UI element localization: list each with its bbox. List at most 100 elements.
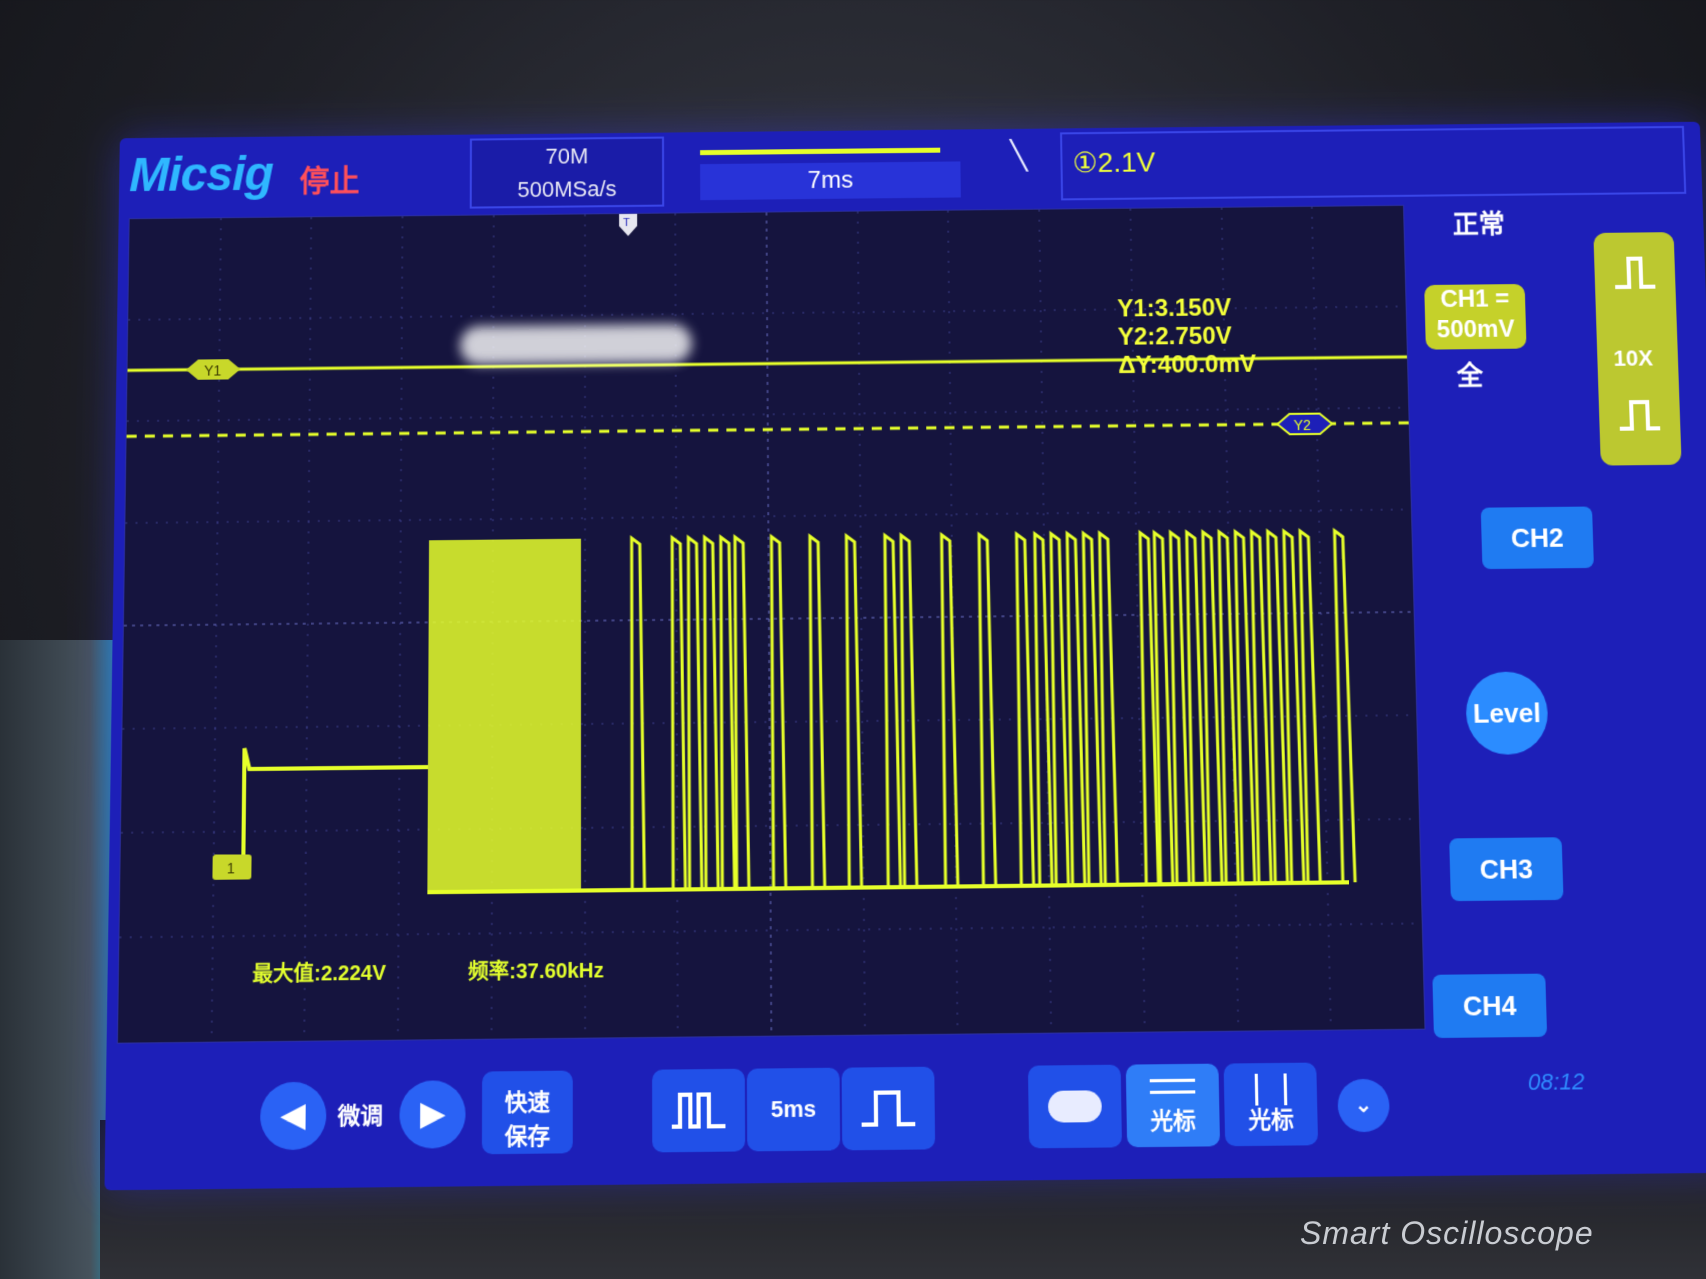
trace-segment xyxy=(901,535,917,887)
oscilloscope-screen: Micsig 停止 70M 500MSa/s 7ms ╲ ①2.1V Y1 Y2 xyxy=(104,121,1706,1191)
screenshot-button[interactable] xyxy=(1027,1064,1122,1149)
zoom-in-time-button[interactable] xyxy=(652,1068,746,1153)
sample-rate-label: 500MSa/s xyxy=(517,176,617,203)
trace-segment xyxy=(885,535,901,887)
trace-segment xyxy=(721,537,735,889)
time-scale-value: 5ms xyxy=(770,1095,817,1123)
hcursor-label: 光标 xyxy=(1150,1107,1197,1135)
trace-segment xyxy=(1051,534,1068,886)
trigger-level-button[interactable]: Level xyxy=(1465,671,1549,755)
cursor-readout: Y1:3.150V Y2:2.750V ΔY:400.0mV xyxy=(1117,294,1256,380)
trace-segment xyxy=(243,746,428,867)
timebase-value: 7ms xyxy=(700,161,961,201)
trigger-level: ①2.1V xyxy=(1072,146,1156,179)
pulse-icon xyxy=(1615,394,1665,435)
vcursor-label: 光标 xyxy=(1248,1106,1295,1134)
ch1-scale: 500mV xyxy=(1436,315,1515,344)
quick-save-label-1: 快速 xyxy=(504,1088,551,1116)
measurement-max[interactable]: 最大值:2.224V xyxy=(252,961,387,987)
trace-segment xyxy=(810,536,825,888)
ch1-name: CH1 xyxy=(1439,285,1489,314)
wide-pulse-icon xyxy=(857,1084,919,1133)
hcursor-icon xyxy=(1149,1078,1196,1083)
grid-vline xyxy=(858,212,865,1035)
fine-right-button[interactable]: ▶ xyxy=(399,1080,466,1149)
ch1-probe-strip[interactable]: 10X xyxy=(1593,232,1682,466)
trigger-slope-icon[interactable]: ╲ xyxy=(1010,139,1028,171)
trace-segment xyxy=(705,537,719,889)
trace-segment xyxy=(1035,534,1052,886)
time-scale-display[interactable]: 5ms xyxy=(746,1067,841,1152)
bezel-brand: Smart Oscilloscope xyxy=(1300,1215,1594,1251)
ch1-trace xyxy=(243,531,1355,895)
app-logo: Micsig xyxy=(128,147,274,203)
ch1-coupling: = xyxy=(1494,285,1510,313)
trigger-position-marker: T xyxy=(619,213,638,237)
cursor-delta-value: ΔY:400.0mV xyxy=(1117,350,1257,380)
waveform-display[interactable]: Y1 Y2 1 T Y1:3.150V Y2:2.750V ΔY:400.0mV… xyxy=(116,204,1426,1044)
trace-segment xyxy=(771,537,785,889)
hcursor-icon-line xyxy=(1149,1090,1196,1094)
ch3-button[interactable]: CH3 xyxy=(1449,837,1564,902)
cursor-y1-value: Y1:3.150V xyxy=(1116,294,1232,323)
ch2-button[interactable]: CH2 xyxy=(1480,506,1594,570)
cursor-y2-value: Y2:2.750V xyxy=(1117,322,1233,351)
ch1-button[interactable]: CH1 = 500mV xyxy=(1424,283,1527,350)
trace-segment xyxy=(1100,533,1118,885)
quick-save-label-2: 保存 xyxy=(504,1122,551,1150)
grid-vline xyxy=(304,217,311,1040)
horizontal-cursor-button[interactable]: 光标 xyxy=(1125,1063,1221,1148)
trace-segment xyxy=(632,538,645,890)
record-position-bar[interactable] xyxy=(700,147,941,156)
grid-vline xyxy=(398,216,403,1039)
trace-segment xyxy=(672,538,685,890)
dense-pulse-icon xyxy=(668,1086,730,1135)
arrow-right-icon: ▶ xyxy=(420,1096,445,1132)
screen-glare xyxy=(460,324,692,365)
svg-text:1: 1 xyxy=(227,860,235,877)
fine-adjust-label: 微调 xyxy=(337,1102,384,1130)
svg-text:Y2: Y2 xyxy=(1293,417,1311,433)
burst-block xyxy=(427,538,582,893)
trace-segment xyxy=(735,537,749,889)
trace-segment xyxy=(1335,531,1356,883)
grid-hline xyxy=(127,408,1408,422)
zoom-out-time-button[interactable] xyxy=(841,1066,936,1151)
trace-segment xyxy=(979,534,996,886)
svg-text:T: T xyxy=(623,217,630,229)
pulse-rising-icon xyxy=(1610,252,1660,293)
channel-1-ground-marker: 1 xyxy=(212,854,252,880)
timebase-panel[interactable]: 7ms xyxy=(680,133,981,202)
run-stop-status[interactable]: 停止 xyxy=(299,164,360,199)
capture-icon xyxy=(1047,1090,1102,1123)
more-menu-button[interactable]: ⌄ xyxy=(1337,1078,1391,1133)
vertical-cursor-button[interactable]: 光标 xyxy=(1223,1062,1319,1147)
trigger-panel[interactable]: ①2.1V xyxy=(1060,125,1687,201)
bandwidth-label: 70M xyxy=(545,143,589,169)
grid-vline xyxy=(1312,207,1331,1030)
trace-segment xyxy=(688,537,701,889)
quick-save-button[interactable]: 快速 保存 xyxy=(481,1070,573,1155)
measurement-frequency[interactable]: 频率:37.60kHz xyxy=(468,959,604,985)
arrow-left-icon: ◀ xyxy=(281,1097,306,1134)
cursor-y2-tag: Y2 xyxy=(1277,413,1332,434)
svg-text:Y1: Y1 xyxy=(204,362,222,378)
bottom-toolbar: ◀ 微调 ▶ 快速 保存 5ms 光标 xyxy=(115,1045,1706,1179)
chevron-down-icon: ⌄ xyxy=(1354,1093,1373,1118)
ch4-button[interactable]: CH4 xyxy=(1432,973,1548,1039)
trace-segment xyxy=(1067,533,1085,885)
trace-segment xyxy=(942,535,958,887)
cursor-y1-tag: Y1 xyxy=(185,359,241,380)
clock: 08:12 xyxy=(1527,1068,1586,1096)
fine-left-button[interactable]: ◀ xyxy=(259,1081,327,1151)
acquisition-panel[interactable]: 70M 500MSa/s xyxy=(469,136,665,209)
trigger-mode[interactable]: 正常 xyxy=(1452,208,1506,240)
waveform-svg: Y1 Y2 1 T xyxy=(118,206,1425,1043)
trace-segment xyxy=(1083,533,1101,885)
trace-segment xyxy=(846,536,861,888)
grid-vline xyxy=(212,218,221,1041)
right-control-panel: 正常 CH1 = 500mV 全 10X CH2 Level CH3 CH4 xyxy=(1412,202,1706,1059)
probe-attenuation: 10X xyxy=(1613,345,1654,371)
bandwidth-limit[interactable]: 全 xyxy=(1456,360,1484,391)
trace-segment xyxy=(1017,534,1034,886)
